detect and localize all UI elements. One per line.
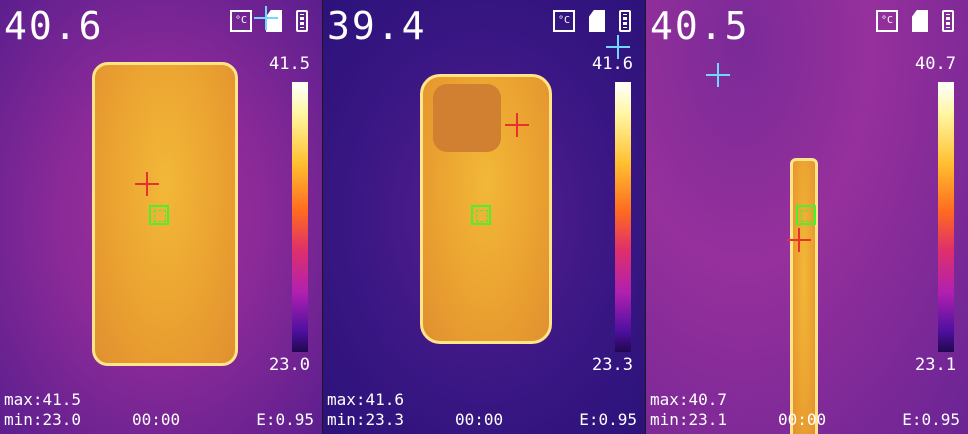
scale-min: 23.1 <box>915 355 956 375</box>
battery-icon <box>296 10 308 32</box>
min-readout: min:23.0 <box>4 410 82 429</box>
max-marker <box>135 172 159 196</box>
battery-icon <box>942 10 954 32</box>
center-marker <box>149 205 169 225</box>
scale-max: 41.5 <box>269 54 310 74</box>
sd-card-icon <box>266 10 282 32</box>
max-marker <box>787 228 811 252</box>
min-marker <box>606 35 630 59</box>
center-temp: 39.4 <box>327 4 427 48</box>
scale-max: 40.7 <box>915 54 956 74</box>
color-scale-bar <box>938 82 954 352</box>
sd-card-icon <box>912 10 928 32</box>
max-marker <box>505 113 529 137</box>
max-readout: max:40.7 <box>650 390 728 409</box>
timer: 00:00 <box>455 410 504 429</box>
center-temp: 40.6 <box>4 4 104 48</box>
min-marker <box>706 63 730 87</box>
scale-min: 23.0 <box>269 355 310 375</box>
max-readout: max:41.6 <box>327 390 405 409</box>
thermal-panel-3: 40.5 °C 40.7 23.1 max:40.7 min:23.1 00:0… <box>646 0 968 434</box>
thermal-panel-2: 39.4 °C 41.6 23.3 max:41.6 min:23.3 00:0… <box>323 0 645 434</box>
battery-icon <box>619 10 631 32</box>
timer: 00:00 <box>132 410 181 429</box>
max-readout: max:41.5 <box>4 390 82 409</box>
emissivity: E:0.95 <box>902 410 960 429</box>
center-temp: 40.5 <box>650 4 750 48</box>
scale-max: 41.6 <box>592 54 633 74</box>
celsius-icon: °C <box>553 10 575 32</box>
timer: 00:00 <box>778 410 827 429</box>
center-marker <box>796 205 816 225</box>
emissivity: E:0.95 <box>579 410 637 429</box>
sd-card-icon <box>589 10 605 32</box>
center-marker <box>471 205 491 225</box>
thermal-panel-1: 40.6 °C 41.5 23.0 max:41.5 min:23.0 00:0… <box>0 0 322 434</box>
min-marker <box>254 6 278 30</box>
min-readout: min:23.1 <box>650 410 728 429</box>
camera-bump-heat <box>433 84 501 152</box>
scale-min: 23.3 <box>592 355 633 375</box>
color-scale-bar <box>292 82 308 352</box>
min-readout: min:23.3 <box>327 410 405 429</box>
color-scale-bar <box>615 82 631 352</box>
phone-side-heat <box>790 158 818 434</box>
emissivity: E:0.95 <box>256 410 314 429</box>
celsius-icon: °C <box>230 10 252 32</box>
celsius-icon: °C <box>876 10 898 32</box>
